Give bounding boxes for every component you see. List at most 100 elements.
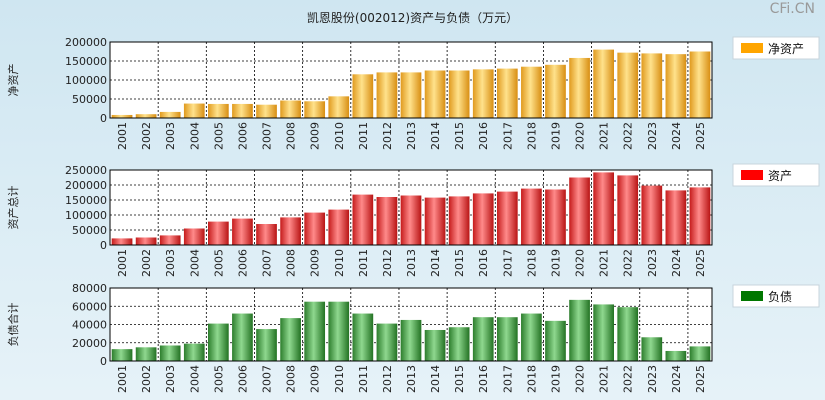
bar-2016 — [472, 69, 494, 118]
x-tick-label: 2018 — [525, 249, 538, 277]
bar-2017 — [496, 191, 518, 245]
bar-2025 — [689, 187, 711, 245]
legend: 负债 — [732, 284, 820, 308]
x-tick-label: 2003 — [164, 365, 177, 393]
bar-2016 — [472, 317, 494, 361]
x-tick-label: 2009 — [309, 122, 322, 150]
y-tick-label: 50000 — [72, 93, 107, 106]
bar-2023 — [641, 53, 663, 118]
x-tick-label: 2003 — [164, 122, 177, 150]
watermark: CFi.CN — [769, 1, 815, 17]
x-tick-label: 2003 — [164, 249, 177, 277]
legend-swatch — [741, 43, 763, 53]
bar-2005 — [208, 103, 229, 118]
bar-2007 — [256, 104, 277, 118]
x-tick-label: 2011 — [357, 122, 370, 150]
bar-2008 — [280, 318, 301, 361]
bar-2009 — [304, 212, 326, 245]
y-tick-label: 150000 — [65, 194, 107, 207]
x-tick-label: 2008 — [285, 365, 298, 393]
bar-2013 — [400, 195, 422, 245]
x-tick-label: 2001 — [116, 365, 129, 393]
x-tick-label: 2006 — [236, 365, 249, 393]
legend-box — [732, 163, 820, 187]
y-tick-label: 100000 — [65, 209, 107, 222]
bar-2003 — [159, 235, 181, 245]
x-tick-label: 2009 — [309, 249, 322, 277]
x-tick-label: 2006 — [236, 122, 249, 150]
bar-2003 — [159, 345, 181, 361]
bar-2011 — [352, 313, 374, 361]
x-tick-label: 2011 — [357, 365, 370, 393]
x-tick-label: 2001 — [116, 249, 129, 277]
bar-2006 — [232, 218, 253, 245]
x-tick-label: 2019 — [549, 249, 562, 277]
legend-label: 负债 — [768, 290, 792, 304]
x-tick-label: 2022 — [622, 365, 635, 393]
legend-label: 净资产 — [768, 42, 804, 56]
x-tick-label: 2020 — [574, 365, 587, 393]
x-tick-label: 2002 — [140, 122, 153, 150]
x-tick-label: 2023 — [646, 122, 659, 150]
bar-2025 — [689, 346, 711, 361]
bar-2001 — [111, 238, 133, 245]
y-tick-label: 20000 — [72, 337, 107, 350]
x-tick-label: 2005 — [212, 365, 225, 393]
y-tick-label: 0 — [100, 112, 107, 125]
x-tick-label: 2007 — [261, 365, 274, 393]
bar-2011 — [352, 194, 374, 245]
x-tick-label: 2012 — [381, 365, 394, 393]
bar-2014 — [424, 329, 446, 361]
x-tick-label: 2014 — [429, 365, 442, 393]
x-tick-label: 2012 — [381, 249, 394, 277]
y-tick-label: 100000 — [65, 74, 107, 87]
x-tick-label: 2015 — [453, 365, 466, 393]
bar-2009 — [304, 101, 326, 118]
x-tick-label: 2012 — [381, 122, 394, 150]
plot-border — [109, 169, 713, 246]
x-tick-label: 2015 — [453, 122, 466, 150]
x-tick-label: 2021 — [598, 249, 611, 277]
bar-2010 — [328, 96, 350, 118]
bar-2012 — [376, 323, 398, 361]
y-axis-label: 净资产 — [6, 64, 20, 97]
x-tick-label: 2021 — [598, 365, 611, 393]
bar-2013 — [400, 319, 422, 361]
x-tick-label: 2011 — [357, 249, 370, 277]
x-tick-label: 2025 — [694, 249, 707, 277]
bar-2018 — [521, 66, 542, 118]
y-tick-label: 250000 — [65, 164, 107, 177]
bar-2025 — [689, 51, 711, 118]
x-tick-label: 2024 — [670, 365, 683, 393]
bar-2004 — [183, 228, 205, 245]
x-tick-label: 2004 — [188, 249, 201, 277]
x-tick-label: 2015 — [453, 249, 466, 277]
bar-2012 — [376, 72, 398, 118]
bar-2010 — [328, 301, 350, 361]
x-tick-label: 2018 — [525, 365, 538, 393]
legend-swatch — [741, 291, 763, 301]
y-tick-label: 80000 — [72, 282, 107, 295]
bar-2002 — [135, 114, 157, 118]
legend-box — [732, 36, 820, 60]
x-tick-label: 2022 — [622, 249, 635, 277]
bar-2002 — [135, 347, 157, 361]
x-tick-label: 2013 — [405, 365, 418, 393]
bar-2014 — [424, 197, 446, 245]
bar-2024 — [665, 190, 687, 245]
bar-2022 — [617, 307, 639, 361]
x-tick-label: 2004 — [188, 365, 201, 393]
bar-2014 — [424, 70, 446, 118]
x-tick-label: 2017 — [501, 122, 514, 150]
x-tick-label: 2023 — [646, 365, 659, 393]
x-tick-label: 2017 — [501, 249, 514, 277]
bar-2023 — [641, 337, 663, 361]
legend-label: 资产 — [768, 169, 792, 183]
x-tick-label: 2002 — [140, 249, 153, 277]
x-tick-label: 2016 — [477, 365, 490, 393]
bar-2018 — [521, 188, 542, 245]
bar-2004 — [183, 103, 205, 118]
x-tick-label: 2024 — [670, 249, 683, 277]
panel-1: 0 50000 100000 150000 200000 2001 2002 2003 2004… — [6, 36, 820, 150]
